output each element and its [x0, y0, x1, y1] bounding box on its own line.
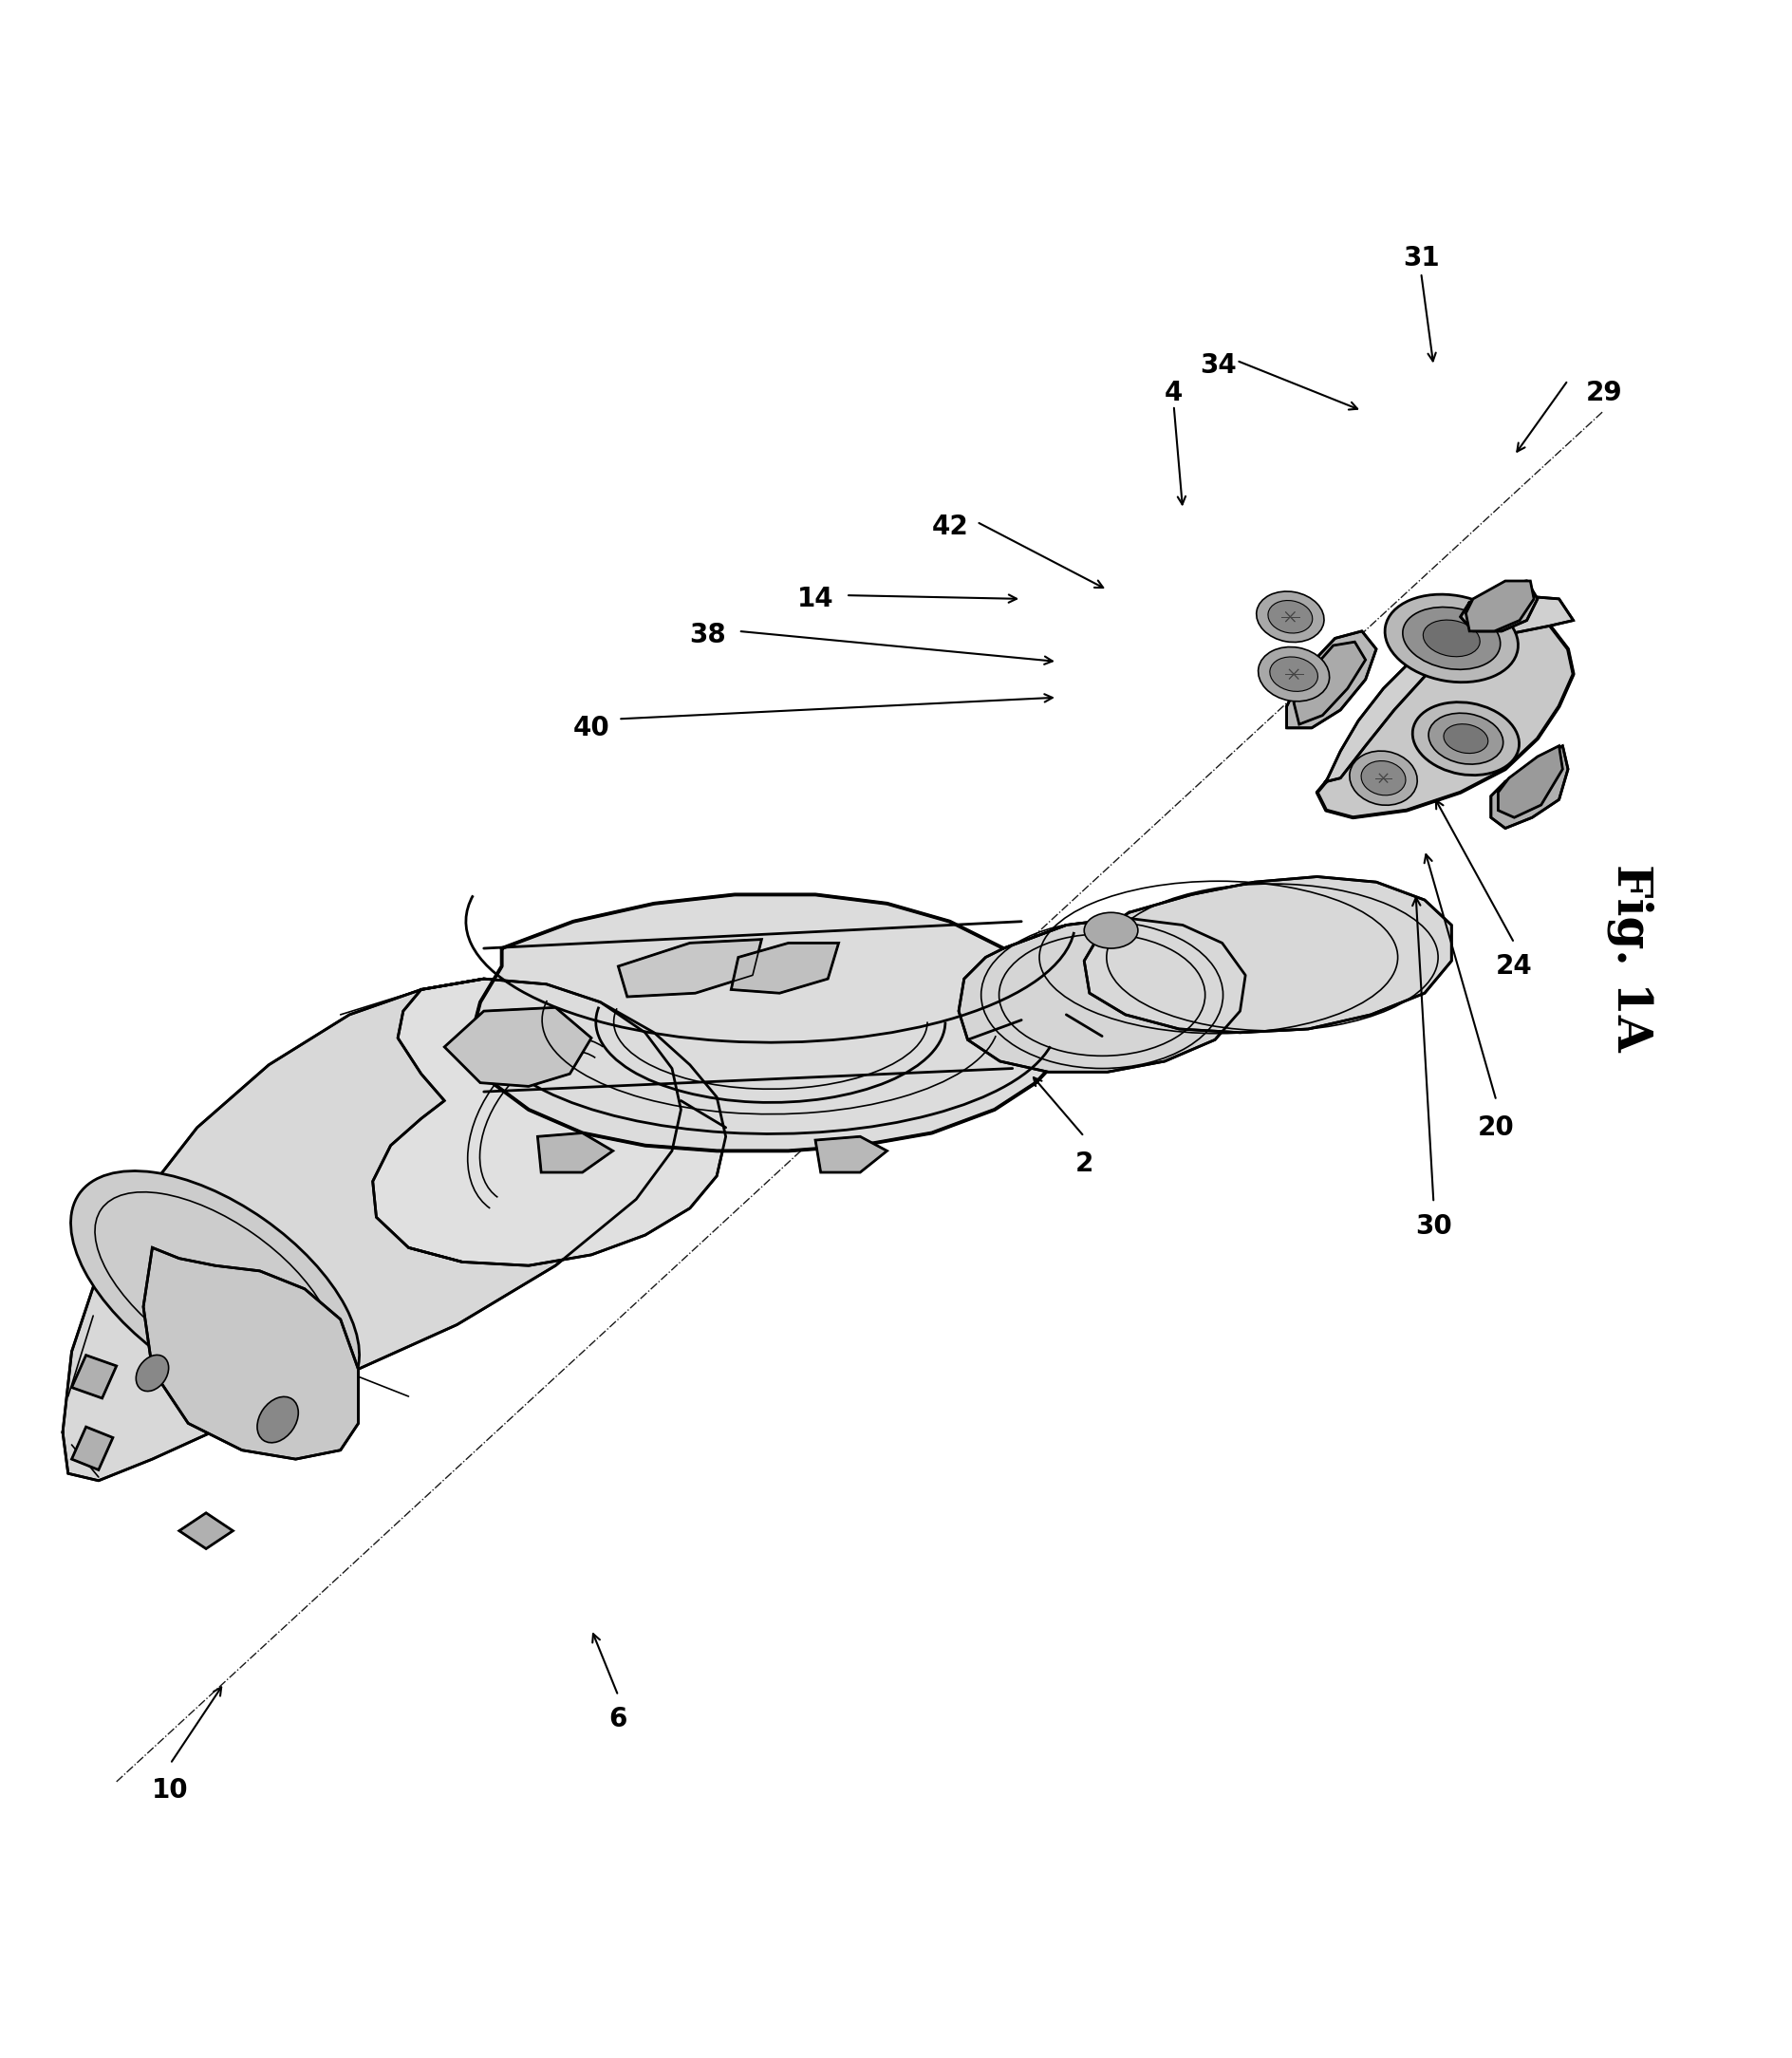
Polygon shape	[1460, 580, 1538, 632]
Text: 6: 6	[609, 1706, 627, 1733]
Polygon shape	[815, 1136, 887, 1173]
Polygon shape	[470, 895, 1066, 1150]
Ellipse shape	[1423, 619, 1480, 657]
Text: 40: 40	[573, 714, 609, 741]
Polygon shape	[1317, 619, 1573, 817]
Ellipse shape	[1385, 595, 1518, 683]
Ellipse shape	[1271, 657, 1317, 691]
Text: 31: 31	[1403, 245, 1439, 272]
Text: 4: 4	[1165, 379, 1183, 405]
Polygon shape	[538, 1134, 613, 1173]
Ellipse shape	[1349, 751, 1417, 805]
Polygon shape	[72, 1354, 116, 1397]
Text: 34: 34	[1201, 352, 1236, 379]
Polygon shape	[179, 1513, 233, 1550]
Polygon shape	[1466, 580, 1534, 632]
Polygon shape	[444, 1008, 591, 1087]
Ellipse shape	[1412, 702, 1520, 776]
Polygon shape	[63, 980, 681, 1480]
Text: 24: 24	[1496, 953, 1532, 980]
Polygon shape	[618, 938, 762, 996]
Ellipse shape	[1362, 761, 1405, 794]
Polygon shape	[1498, 745, 1563, 817]
Polygon shape	[1326, 595, 1573, 782]
Text: 2: 2	[1075, 1150, 1093, 1177]
Polygon shape	[959, 918, 1245, 1072]
Polygon shape	[1084, 877, 1452, 1033]
Polygon shape	[373, 980, 726, 1266]
Polygon shape	[143, 1247, 358, 1459]
Ellipse shape	[1256, 591, 1324, 642]
Text: 14: 14	[797, 587, 833, 611]
Polygon shape	[731, 943, 839, 994]
Text: 29: 29	[1586, 379, 1622, 405]
Polygon shape	[1287, 632, 1376, 729]
Polygon shape	[1491, 745, 1568, 827]
Text: 20: 20	[1478, 1113, 1514, 1140]
Polygon shape	[1294, 642, 1366, 724]
Ellipse shape	[70, 1171, 360, 1408]
Text: 42: 42	[932, 514, 968, 541]
Ellipse shape	[1403, 607, 1500, 669]
Ellipse shape	[258, 1397, 297, 1443]
Text: 10: 10	[152, 1778, 188, 1805]
Ellipse shape	[1269, 601, 1312, 634]
Polygon shape	[72, 1426, 113, 1469]
Text: Fig. 1A: Fig. 1A	[1607, 864, 1654, 1052]
Ellipse shape	[1084, 912, 1138, 949]
Text: 38: 38	[690, 622, 726, 648]
Ellipse shape	[1258, 646, 1330, 702]
Ellipse shape	[1444, 724, 1487, 753]
Text: 30: 30	[1416, 1212, 1452, 1239]
Ellipse shape	[1428, 714, 1503, 764]
Ellipse shape	[136, 1354, 168, 1391]
